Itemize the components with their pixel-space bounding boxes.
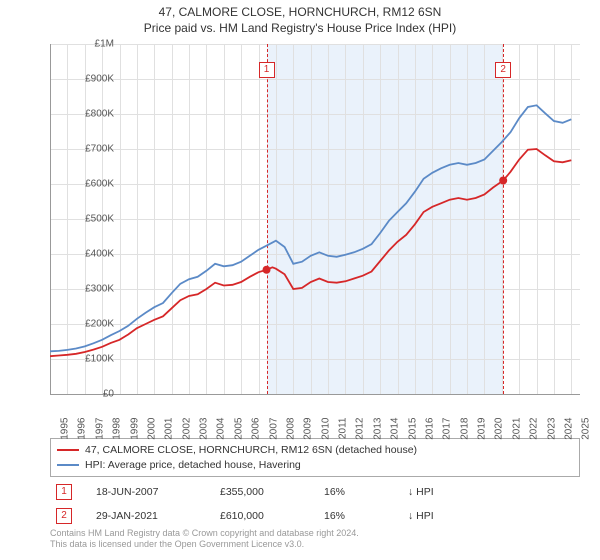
x-tick-label: 1999 (129, 418, 140, 448)
footer-line-1: Contains HM Land Registry data © Crown c… (50, 528, 580, 539)
sales-table: 1 18-JUN-2007 £355,000 16% ↓ HPI 2 29-JAN-2021… (50, 480, 580, 528)
legend-row: HPI: Average price, detached house, Have… (57, 458, 573, 473)
chart-svg (50, 44, 580, 394)
x-tick-label: 2017 (442, 418, 453, 448)
y-tick-label: £300K (54, 284, 114, 295)
y-tick-label: £700K (54, 144, 114, 155)
sales-price: £355,000 (220, 486, 300, 498)
x-tick-label: 2004 (216, 418, 227, 448)
x-tick-label: 2000 (146, 418, 157, 448)
footer-attribution: Contains HM Land Registry data © Crown c… (50, 528, 580, 551)
x-tick-label: 2024 (563, 418, 574, 448)
y-tick-label: £600K (54, 179, 114, 190)
chart-subtitle: Price paid vs. HM Land Registry's House … (0, 19, 600, 35)
x-tick-label: 2018 (459, 418, 470, 448)
sales-diff: 16% (324, 486, 384, 498)
x-tick-label: 2003 (199, 418, 210, 448)
x-tick-label: 2005 (233, 418, 244, 448)
x-tick-label: 2014 (390, 418, 401, 448)
x-tick-label: 1997 (94, 418, 105, 448)
x-tick-label: 2006 (251, 418, 262, 448)
legend-swatch (57, 449, 79, 451)
sales-row: 1 18-JUN-2007 £355,000 16% ↓ HPI (50, 480, 580, 504)
y-tick-label: £800K (54, 109, 114, 120)
chart-title: 47, CALMORE CLOSE, HORNCHURCH, RM12 6SN (0, 0, 600, 19)
x-tick-label: 2016 (424, 418, 435, 448)
y-tick-label: £900K (54, 74, 114, 85)
y-tick-label: £1M (54, 39, 114, 50)
footer-line-2: This data is licensed under the Open Gov… (50, 539, 580, 550)
x-tick-label: 2012 (355, 418, 366, 448)
series-line-hpi (50, 105, 571, 351)
chart-area: 12 (50, 44, 580, 394)
x-tick-label: 2020 (494, 418, 505, 448)
y-tick-label: £100K (54, 354, 114, 365)
x-tick-label: 2011 (338, 418, 349, 448)
sale-dot (263, 266, 271, 274)
x-tick-label: 2009 (303, 418, 314, 448)
x-tick-label: 1998 (112, 418, 123, 448)
x-tick-label: 2001 (164, 418, 175, 448)
x-tick-label: 2025 (581, 418, 592, 448)
plot-region: 12 (50, 44, 580, 394)
legend-label: HPI: Average price, detached house, Have… (85, 458, 301, 473)
x-tick-label: 2007 (268, 418, 279, 448)
sales-vs-hpi: ↓ HPI (408, 510, 434, 522)
y-tick-label: £400K (54, 249, 114, 260)
sales-vs-hpi: ↓ HPI (408, 486, 434, 498)
y-tick-label: £200K (54, 319, 114, 330)
x-tick-label: 2002 (181, 418, 192, 448)
x-tick-label: 2023 (546, 418, 557, 448)
x-tick-label: 1995 (60, 418, 71, 448)
chart-container: 47, CALMORE CLOSE, HORNCHURCH, RM12 6SN … (0, 0, 600, 560)
sales-date: 18-JUN-2007 (96, 486, 196, 498)
y-tick-label: £0 (54, 389, 114, 400)
sales-diff: 16% (324, 510, 384, 522)
sales-index: 1 (56, 484, 72, 500)
x-tick-label: 2022 (529, 418, 540, 448)
sales-price: £610,000 (220, 510, 300, 522)
x-tick-label: 2013 (372, 418, 383, 448)
x-axis-line (50, 394, 580, 395)
x-tick-label: 2021 (511, 418, 522, 448)
x-tick-label: 2015 (407, 418, 418, 448)
x-tick-label: 2019 (477, 418, 488, 448)
x-tick-label: 1996 (77, 418, 88, 448)
legend-swatch (57, 464, 79, 466)
x-tick-label: 2010 (320, 418, 331, 448)
y-tick-label: £500K (54, 214, 114, 225)
sale-dot (499, 177, 507, 185)
sales-row: 2 29-JAN-2021 £610,000 16% ↓ HPI (50, 504, 580, 528)
x-tick-label: 2008 (285, 418, 296, 448)
sales-date: 29-JAN-2021 (96, 510, 196, 522)
sales-index: 2 (56, 508, 72, 524)
